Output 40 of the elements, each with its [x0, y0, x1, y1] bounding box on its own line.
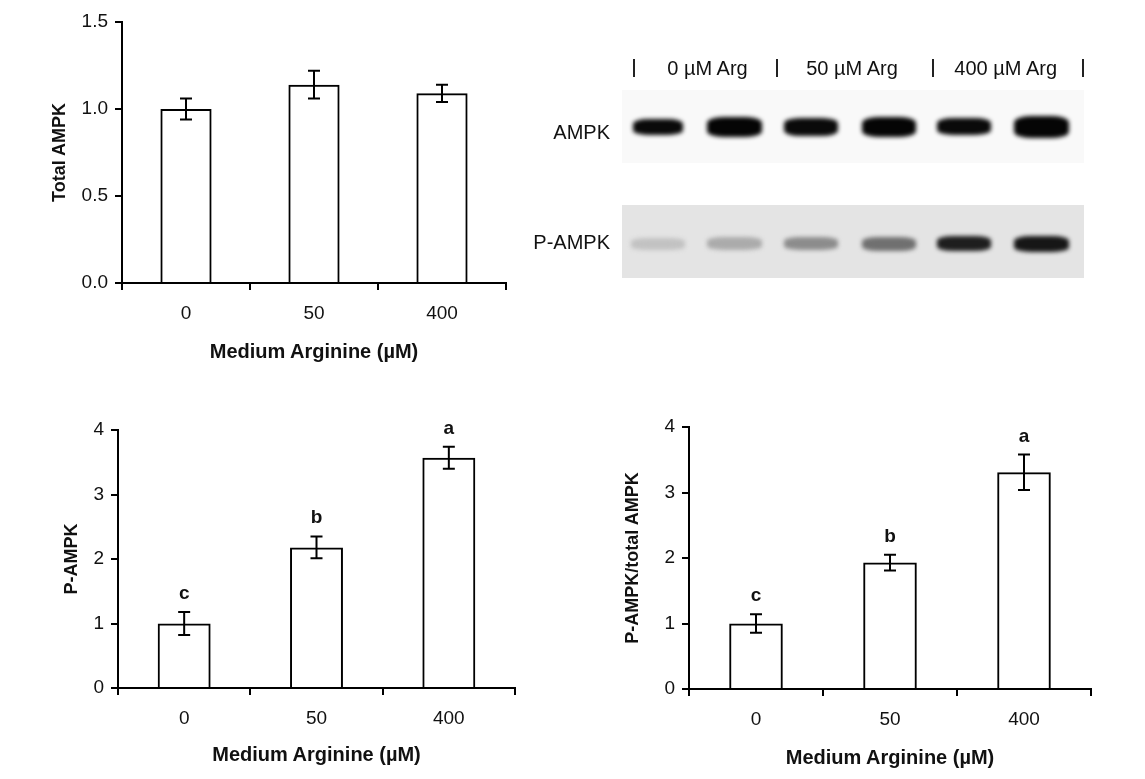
y-axis-title: P-AMPK [60, 523, 81, 595]
y-axis-title: Total AMPK [48, 103, 69, 202]
y-tick-label: 0 [93, 676, 104, 698]
y-tick-label: 3 [664, 480, 675, 502]
y-tick-label: 0 [664, 677, 675, 699]
y-tick-label: 2 [93, 547, 104, 569]
x-tick-label: 50 [305, 706, 328, 728]
x-tick-label: 400 [426, 301, 458, 323]
text: 400 µM Arg [954, 57, 1058, 79]
x-tick-label: 0 [178, 706, 190, 728]
x-tick-label: 50 [879, 707, 901, 729]
y-tick-label: 4 [664, 415, 676, 437]
x-tick-label: 0 [180, 301, 192, 323]
y-tick-label: 0.5 [81, 184, 108, 206]
y-tick-label: 0.0 [81, 271, 108, 293]
y-tick-label: 1.0 [81, 97, 108, 119]
y-tick-label: 1.5 [81, 10, 108, 32]
text: AMPK [553, 120, 610, 143]
text: 0 µM Arg [667, 57, 748, 79]
annotation: c [178, 581, 190, 603]
x-axis-title: Medium Arginine (µM) [209, 339, 419, 362]
annotation: b [310, 506, 323, 528]
annotation: b [884, 524, 896, 546]
x-axis-title: Medium Arginine (µM) [212, 742, 421, 765]
x-axis-title: Medium Arginine (µM) [785, 745, 995, 768]
text: 50 µM Arg [806, 57, 898, 79]
annotation: a [443, 416, 455, 438]
y-tick-label: 1 [664, 611, 675, 633]
annotation: c [750, 584, 762, 606]
y-tick-label: 2 [664, 546, 675, 568]
x-tick-label: 0 [750, 707, 762, 729]
x-tick-label: 400 [432, 706, 465, 728]
text: P-AMPK [533, 230, 610, 253]
x-tick-label: 50 [303, 301, 325, 323]
annotation: a [1018, 424, 1030, 446]
y-tick-label: 3 [93, 482, 104, 504]
x-tick-label: 400 [1008, 707, 1040, 729]
y-tick-label: 1 [93, 611, 104, 633]
y-tick-label: 4 [93, 418, 105, 440]
y-axis-title: P-AMPK/total AMPK [621, 472, 642, 644]
